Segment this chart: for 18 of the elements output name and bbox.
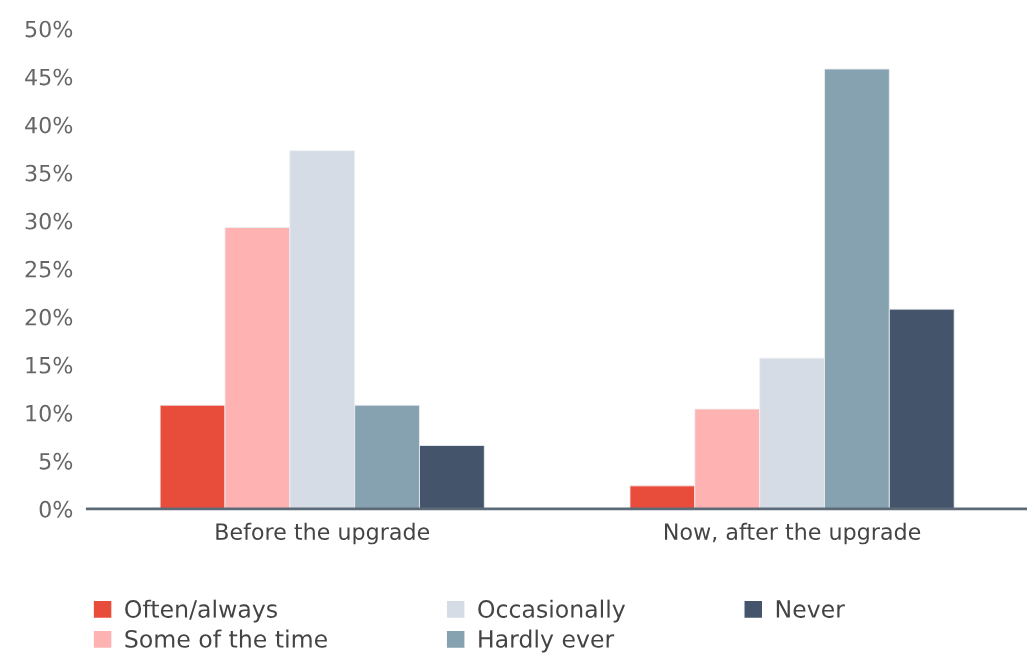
y-tick-label: 30% [25,212,73,230]
legend-label: Some of the time [125,629,327,648]
y-tick-label: 50% [25,20,73,38]
y-tick-label: 15% [26,356,73,374]
legend-label: Never [776,600,845,618]
y-tick-label: 45% [25,68,73,86]
x-tick-label: Now, after the upgrade [664,522,921,545]
y-tick-label: 20% [25,308,73,326]
y-tick-label: 10% [26,404,73,422]
legend-label: Occasionally [478,599,626,623]
y-tick-label: 25% [25,260,73,278]
y-tick-label: 5% [39,452,73,470]
legend-label: Hardly ever [479,629,615,653]
y-tick-label: 40% [25,116,73,134]
y-tick-label: 35% [25,164,73,182]
y-tick-label: 0% [39,500,73,518]
legend-label: Often/always [125,599,277,623]
x-tick-label: Before the upgrade [216,522,430,545]
